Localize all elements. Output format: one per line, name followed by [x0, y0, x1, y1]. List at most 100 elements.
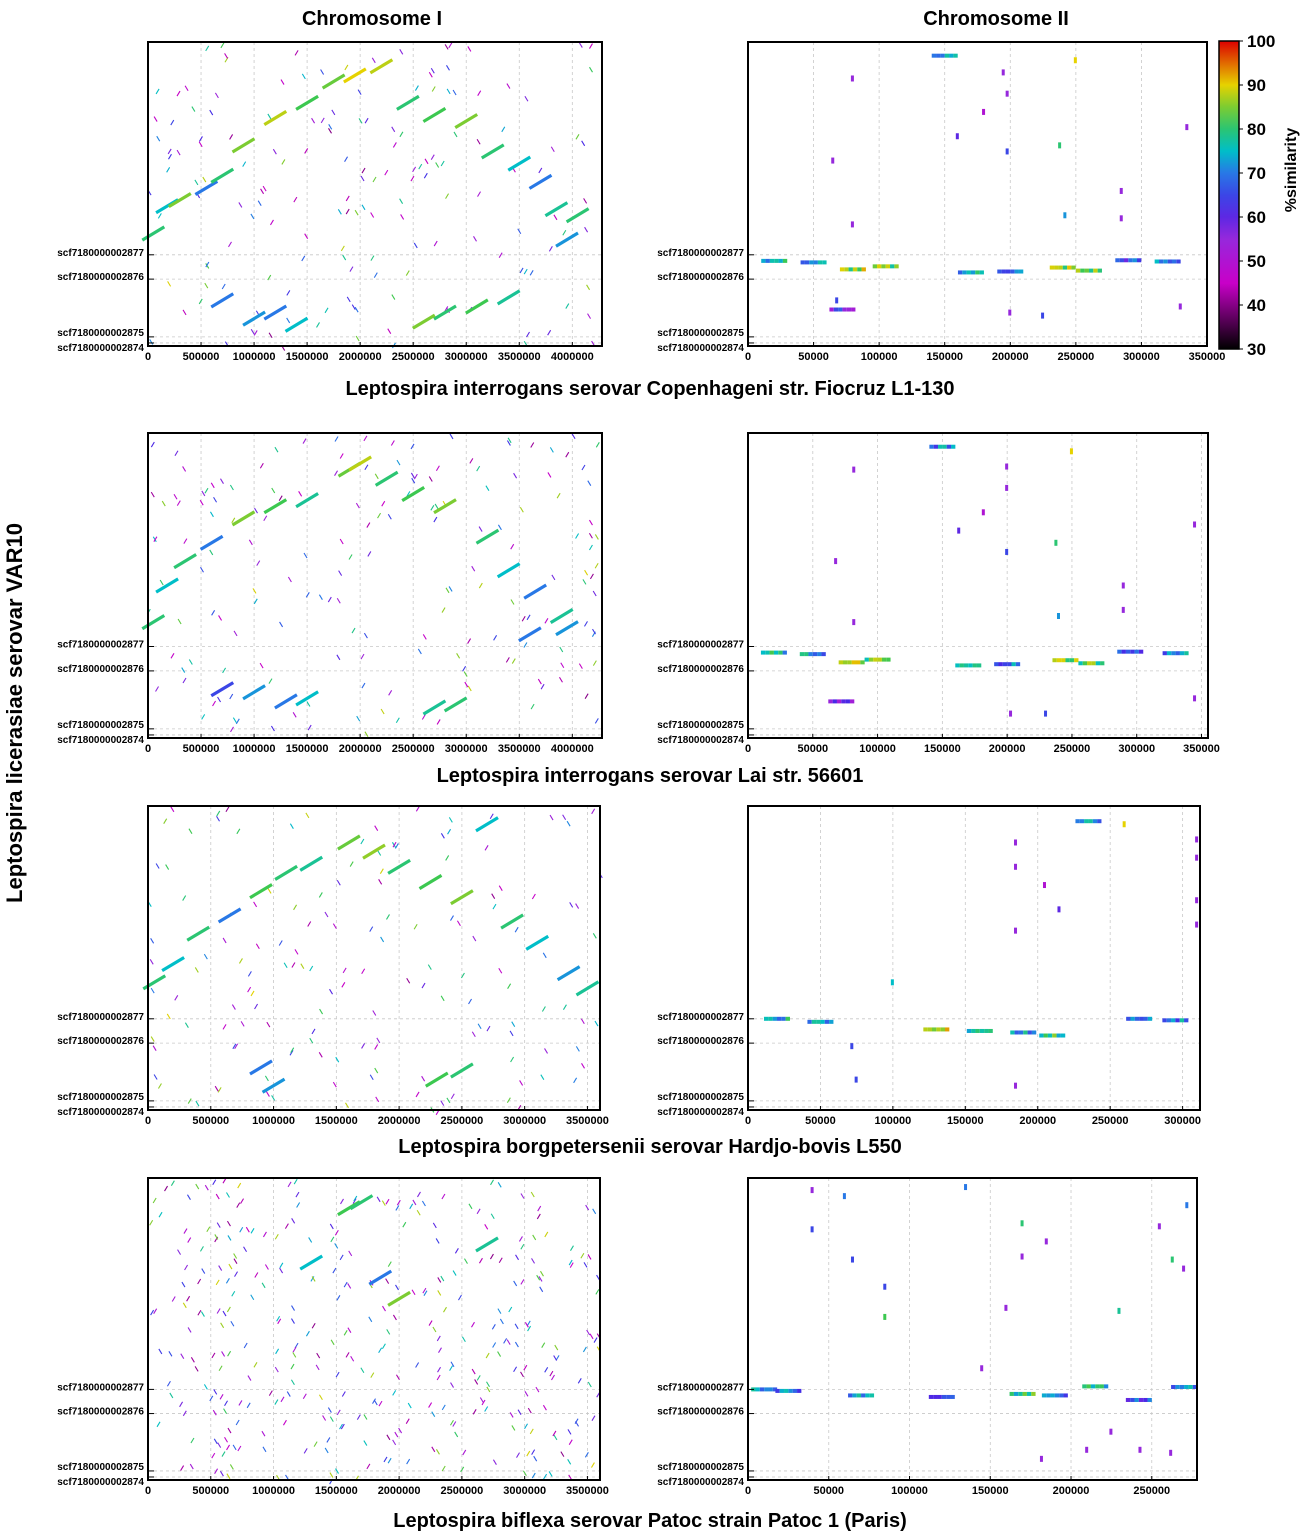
alignment-segment: [764, 1387, 769, 1392]
similarity-mark: [345, 195, 350, 202]
alignment-segment: [1082, 661, 1088, 666]
scaffold-label: scf7180000002874: [657, 735, 744, 746]
x-tick-label: 150000: [947, 1115, 984, 1127]
similarity-mark: [184, 85, 189, 92]
similarity-mark: [554, 1344, 559, 1351]
similarity-mark: [182, 1302, 187, 1309]
similarity-mark: [537, 1205, 542, 1212]
similarity-mark: [274, 446, 279, 453]
alignment-point: [1193, 695, 1197, 702]
similarity-mark: [194, 1366, 199, 1372]
scaffold-label: scf7180000002877: [57, 248, 144, 259]
similarity-mark: [214, 1468, 219, 1474]
similarity-mark: [537, 678, 542, 685]
similarity-mark: [552, 1430, 557, 1437]
similarity-mark: [182, 895, 187, 901]
alignment-segment: [261, 1077, 286, 1094]
alignment-point: [1109, 1428, 1113, 1435]
similarity-mark: [220, 478, 224, 484]
scaffold-label: scf7180000002876: [57, 664, 144, 675]
x-tick-label: 100000: [891, 1485, 928, 1497]
similarity-mark: [481, 1399, 486, 1406]
alignment-segment: [1015, 662, 1021, 667]
alignment-point: [1044, 1238, 1048, 1245]
alignment-segment: [242, 310, 266, 327]
similarity-mark: [399, 198, 404, 204]
alignment-segment: [401, 486, 426, 502]
similarity-mark: [511, 1021, 516, 1027]
similarity-mark: [406, 1458, 411, 1465]
similarity-mark: [262, 1446, 267, 1453]
alignment-segment: [962, 270, 967, 275]
alignment-segment: [975, 1028, 980, 1033]
similarity-mark: [514, 1323, 519, 1330]
similarity-mark: [247, 1375, 252, 1381]
colorbar-tick-label: 80: [1247, 120, 1266, 139]
similarity-mark: [433, 240, 438, 247]
similarity-mark: [531, 1258, 536, 1264]
similarity-mark: [278, 940, 283, 946]
similarity-mark: [211, 1452, 216, 1459]
similarity-mark: [205, 261, 210, 268]
alignment-segment: [1097, 819, 1102, 824]
similarity-mark: [355, 502, 360, 509]
similarity-mark: [339, 1254, 344, 1261]
alignment-segment: [1130, 1397, 1135, 1402]
similarity-mark: [574, 1418, 579, 1424]
similarity-mark: [581, 464, 586, 471]
alignment-segment: [299, 1254, 324, 1271]
similarity-mark: [277, 1318, 282, 1325]
alignment-segment: [988, 1028, 993, 1033]
similarity-mark: [387, 1457, 392, 1464]
similarity-mark: [287, 576, 292, 583]
similarity-mark: [432, 1326, 437, 1333]
similarity-mark: [590, 1462, 595, 1468]
similarity-mark: [406, 491, 411, 497]
similarity-mark: [186, 1295, 191, 1302]
similarity-mark: [441, 1465, 446, 1472]
x-tick-label: 3500000: [498, 743, 541, 755]
similarity-mark: [446, 1097, 451, 1104]
alignment-segment: [231, 137, 256, 154]
similarity-mark: [227, 1235, 232, 1241]
alignment-segment: [1119, 258, 1124, 263]
similarity-mark: [431, 1446, 436, 1453]
alignment-segment: [1095, 1384, 1100, 1389]
panel-frame: [747, 41, 1208, 347]
similarity-mark: [195, 1100, 200, 1107]
alignment-segment: [1171, 259, 1177, 264]
similarity-mark: [238, 958, 243, 964]
row-title-4: Leptospira biflexa serovar Patoc strain …: [393, 1510, 907, 1532]
similarity-mark: [308, 1237, 313, 1243]
similarity-mark: [198, 136, 203, 142]
similarity-mark: [204, 1184, 209, 1191]
alignment-point: [982, 108, 986, 115]
panel-frame: [747, 805, 1201, 1111]
alignment-segment: [1074, 658, 1079, 663]
alignment-segment: [946, 444, 952, 449]
colorbar-tick-label: 30: [1247, 340, 1266, 359]
similarity-mark: [187, 1237, 192, 1243]
alignment-segment: [949, 53, 954, 58]
alignment-point: [1085, 1446, 1089, 1453]
similarity-mark: [182, 677, 187, 684]
alignment-segment: [142, 974, 167, 991]
similarity-mark: [415, 1091, 420, 1098]
similarity-mark: [343, 1281, 348, 1288]
alignment-segment: [1009, 1391, 1014, 1396]
x-tick-label: 300000: [1123, 351, 1160, 363]
alignment-segment: [773, 650, 779, 655]
alignment-segment: [1061, 658, 1066, 663]
similarity-mark: [354, 306, 359, 313]
similarity-mark: [491, 893, 496, 900]
alignment-segment: [1022, 1391, 1027, 1396]
alignment-segment: [936, 53, 941, 58]
x-tick-label: 2000000: [339, 351, 382, 363]
similarity-mark: [222, 1177, 227, 1184]
alignment-segment: [1130, 649, 1135, 654]
similarity-mark: [524, 1423, 528, 1430]
similarity-mark: [370, 255, 375, 261]
scaffold-label: scf7180000002874: [57, 1107, 144, 1118]
similarity-mark: [200, 566, 204, 573]
similarity-mark: [412, 1199, 417, 1206]
